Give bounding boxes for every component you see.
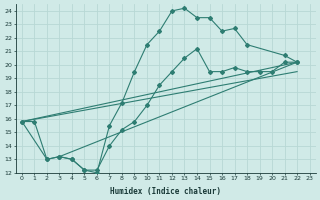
X-axis label: Humidex (Indice chaleur): Humidex (Indice chaleur) (110, 187, 221, 196)
